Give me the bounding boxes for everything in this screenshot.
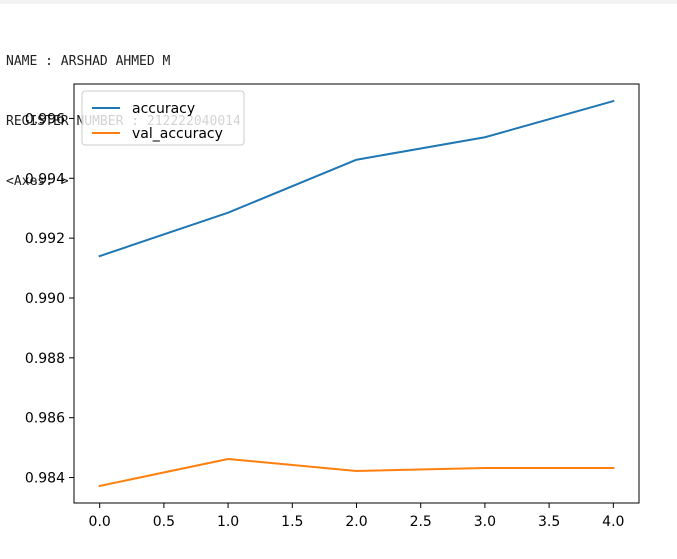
legend: accuracy val_accuracy <box>81 90 245 146</box>
x-tick-label: 0.5 <box>153 514 175 530</box>
x-tick-label: 2.0 <box>345 514 367 530</box>
x-tick-label: 3.0 <box>474 514 496 530</box>
series-line-val-accuracy <box>98 458 615 488</box>
y-tick-label: 0.990 <box>25 291 65 307</box>
y-tick-label: 0.986 <box>25 411 65 427</box>
y-tick-label: 0.994 <box>25 171 65 187</box>
y-tick-label: 0.984 <box>25 471 65 487</box>
output-line-axes-repr: <Axes: > <box>6 174 69 189</box>
y-tick-label: 0.988 <box>25 351 65 367</box>
x-tick-label: 4.0 <box>602 514 624 530</box>
legend-label-accuracy: accuracy <box>132 101 195 117</box>
output-line-name: NAME : ARSHAD AHMED M <box>6 54 171 69</box>
axes-frame <box>73 83 640 504</box>
x-tick-label: 0.0 <box>89 514 111 530</box>
legend-box <box>81 90 245 146</box>
x-tick-label: 3.5 <box>538 514 560 530</box>
legend-label-val-accuracy: val_accuracy <box>132 126 223 142</box>
series-line-accuracy <box>98 99 615 258</box>
y-tick-label: 0.996 <box>25 111 65 127</box>
x-tick-label: 1.5 <box>281 514 303 530</box>
x-tick-label: 1.0 <box>217 514 239 530</box>
y-tick-label: 0.992 <box>25 231 65 247</box>
cell-top-border <box>0 0 677 4</box>
x-tick-label: 2.5 <box>410 514 432 530</box>
axis-ticks: 0.0 0.5 1.0 1.5 2.0 2.5 3.0 3.5 4.0 0.984 0.986 0.9… <box>25 111 625 530</box>
series-lines <box>98 99 615 488</box>
